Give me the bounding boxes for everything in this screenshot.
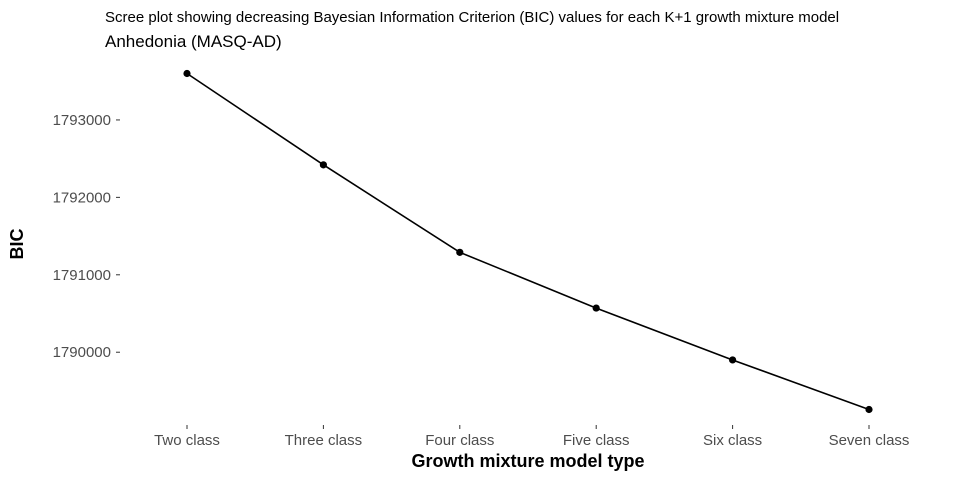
data-point <box>456 248 464 256</box>
chart-subtitle: Anhedonia (MASQ-AD) <box>105 32 282 51</box>
x-axis-title: Growth mixture model type <box>411 451 644 471</box>
data-point <box>183 69 191 78</box>
chart-title: Scree plot showing decreasing Bayesian I… <box>105 9 839 26</box>
x-tick-label: Three class <box>285 432 363 449</box>
data-points <box>183 69 873 414</box>
y-tick-label: 1790000 <box>53 344 111 361</box>
y-tick-label: 1792000 <box>53 189 111 206</box>
data-point <box>319 161 327 169</box>
data-point <box>729 356 737 364</box>
y-axis: 1790000 1791000 1792000 1793000 <box>53 112 120 361</box>
x-tick-label: Four class <box>425 432 494 449</box>
x-axis: Two class Three class Four class Five class… <box>154 425 909 449</box>
series-line-group <box>186 72 870 411</box>
x-tick-label: Six class <box>703 432 762 449</box>
x-tick-label: Two class <box>154 432 220 449</box>
bic-series-line <box>186 72 870 411</box>
data-point <box>592 304 600 312</box>
x-tick-label: Five class <box>563 432 630 449</box>
y-tick-label: 1791000 <box>53 267 111 284</box>
x-tick-label: Seven class <box>829 432 910 449</box>
data-point <box>865 405 873 414</box>
y-tick-label: 1793000 <box>53 112 111 129</box>
y-axis-title: BIC <box>7 229 27 260</box>
